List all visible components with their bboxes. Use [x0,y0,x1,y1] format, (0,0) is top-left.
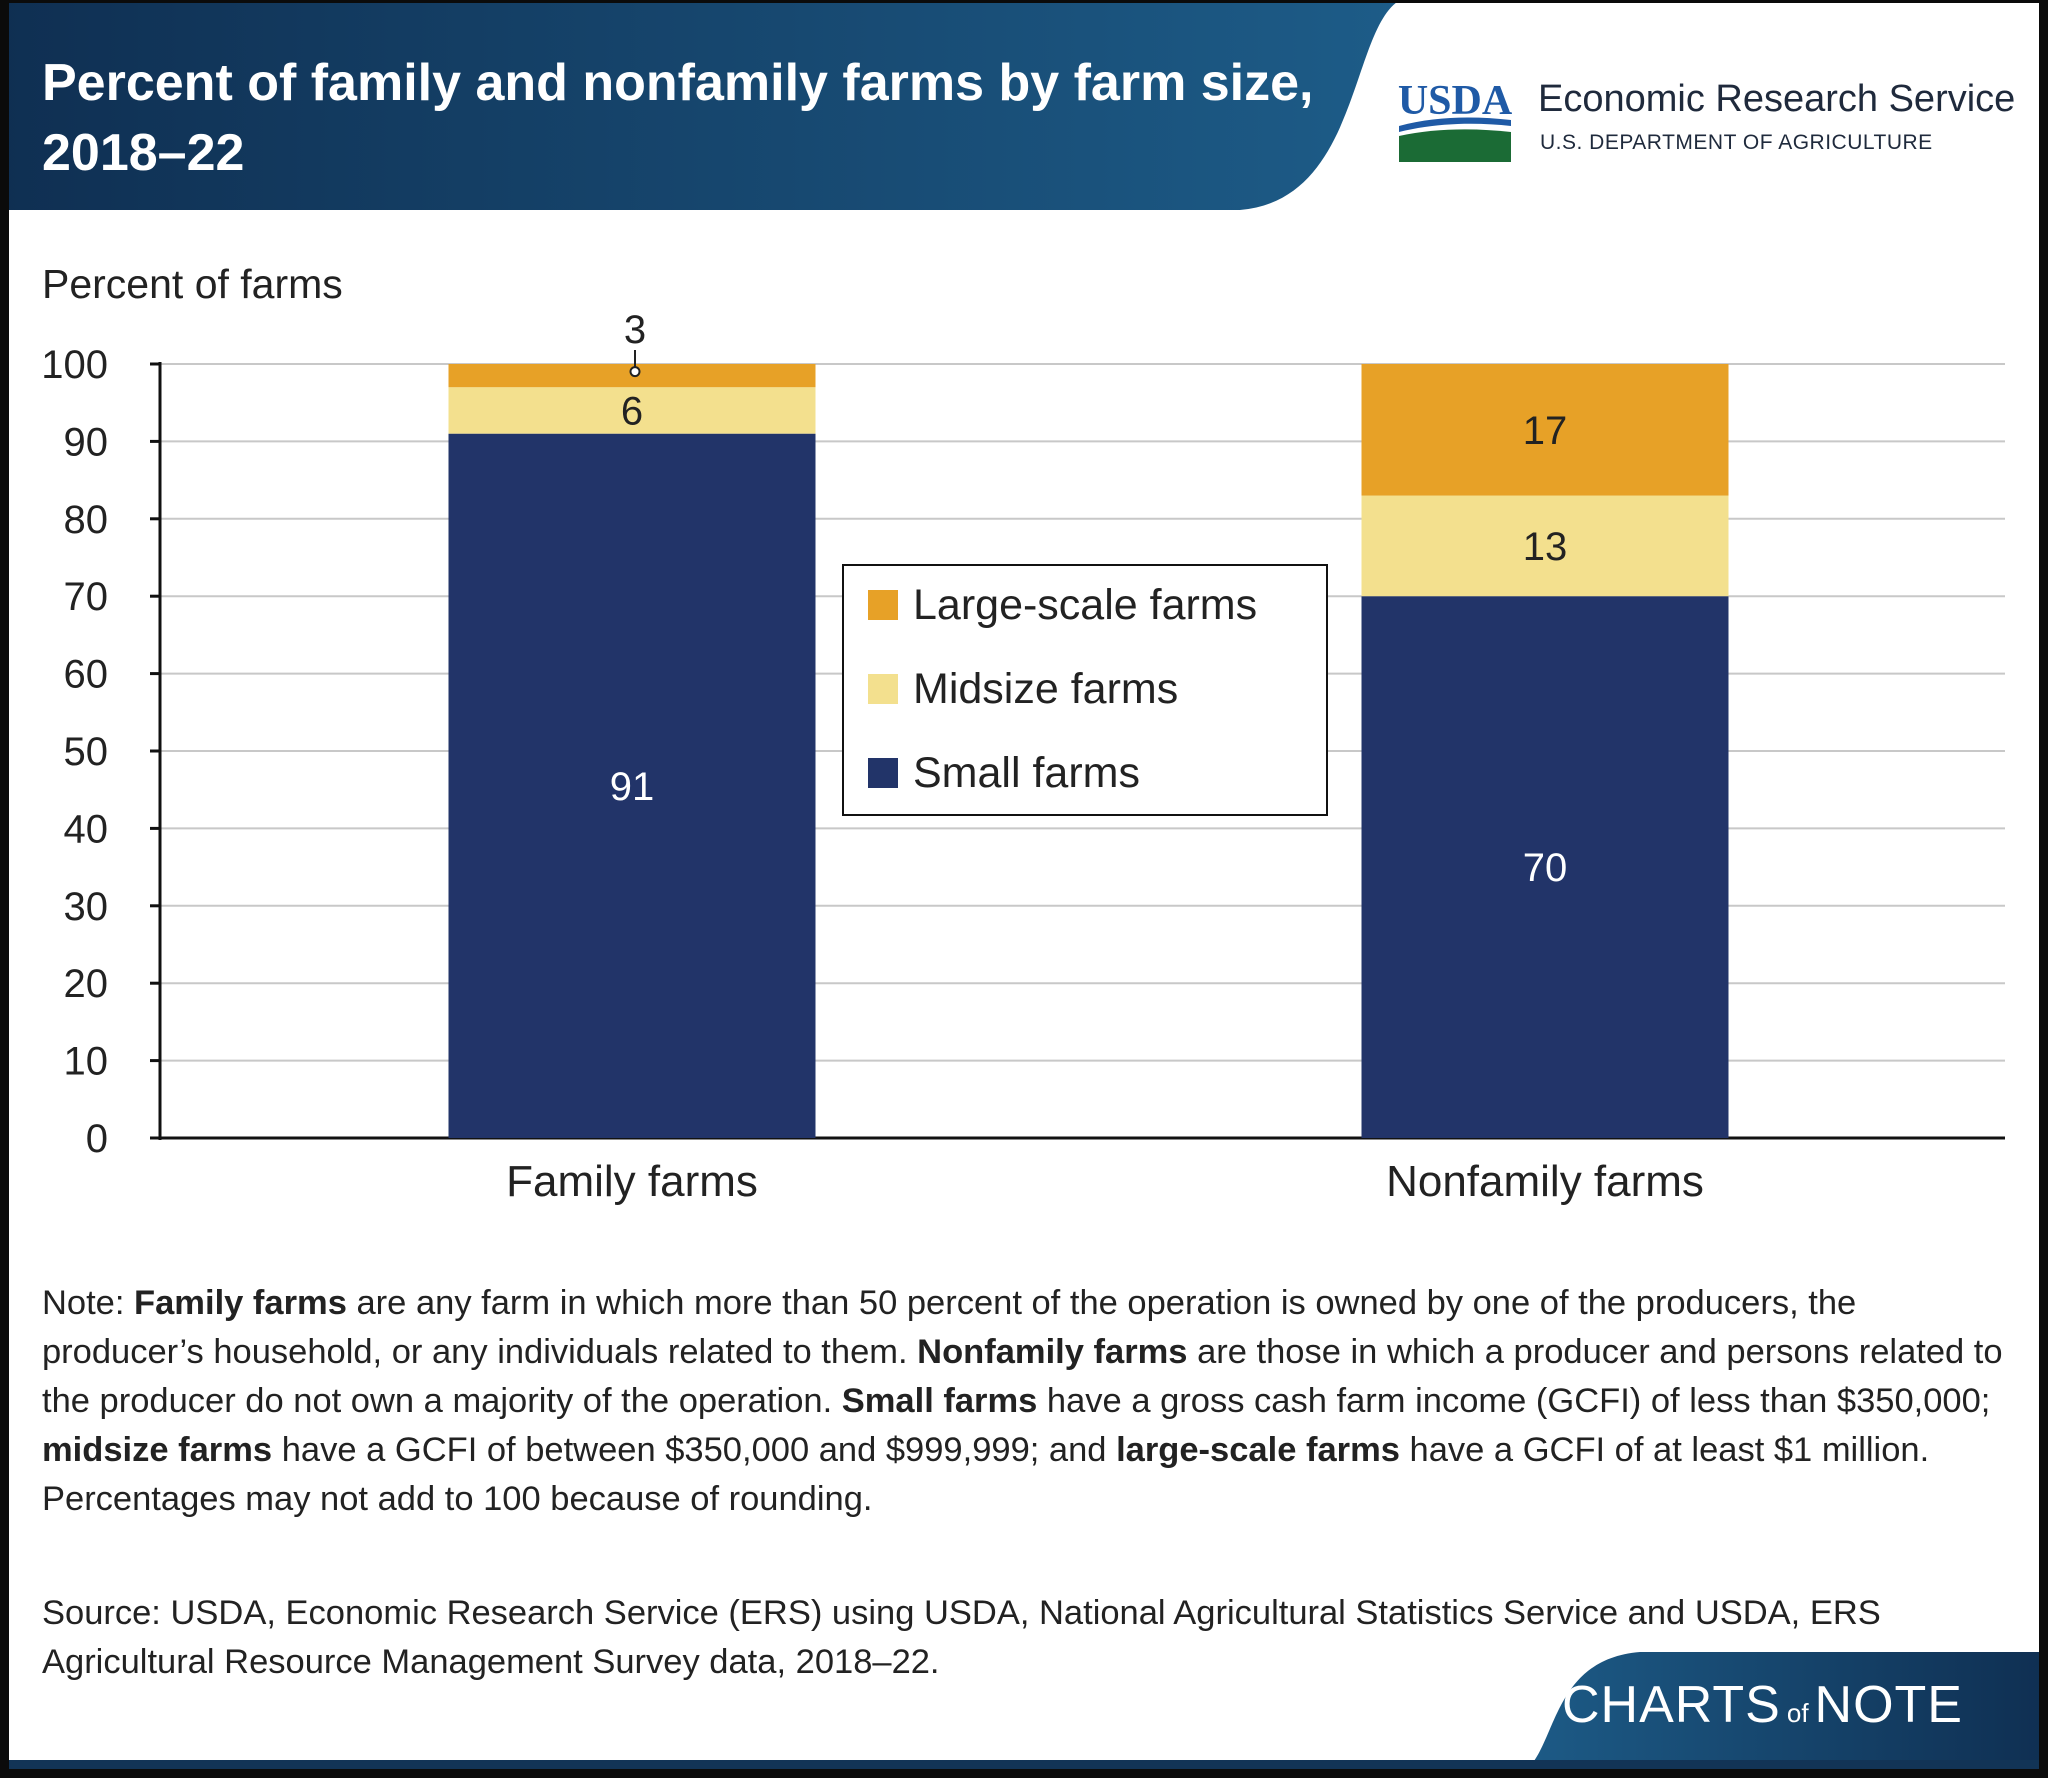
x-axis-ticks: Family farms Nonfamily farms [506,1157,1704,1206]
legend-swatch [868,674,898,704]
data-label: 13 [1523,525,1568,569]
chart-title: Percent of family and nonfamily farms by… [42,54,1314,182]
note-family-def: are any farm in which more than 50 perce… [42,1284,1857,1371]
x-tick-label: Family farms [506,1157,758,1206]
note-family-term: Family farms [134,1284,347,1322]
bar-segment [1361,495,1729,597]
y-tick-label: 10 [64,1040,109,1084]
y-tick-label: 60 [64,653,109,697]
legend-swatch [868,590,898,620]
note-prefix: Note: [42,1284,135,1322]
y-tick-label: 40 [64,807,109,851]
data-labels: 91 6 3 70 13 17 [610,308,1568,890]
note-large-def: have a GCFI of at least $1 million. Perc… [42,1431,1930,1518]
department-name: U.S. DEPARTMENT OF AGRICULTURE [1540,131,1933,154]
legend-swatch [868,758,898,788]
legend: Large-scale farms Midsize farms Small farm… [842,564,1328,816]
y-tick-label: 80 [64,498,109,542]
note-midsize-term: midsize farms [42,1431,273,1469]
usda-logo-text: USDA [1398,78,1513,124]
header-band [0,0,1400,210]
note-nonfamily-term: Nonfamily farms [917,1333,1188,1371]
x-tick-label: Nonfamily farms [1386,1157,1704,1206]
charts-of-note-logo: CHARTS of NOTE [1562,1675,1963,1735]
stacked-bar-chart: Percent of farms 0102030405060708090100 … [41,261,2005,1206]
data-label: 17 [1523,409,1568,453]
legend-label: Large-scale farms [913,581,1257,629]
brand-note: NOTE [1814,1676,1963,1734]
legend-label: Midsize farms [913,665,1178,713]
agency-name: Economic Research Service [1538,78,2016,120]
callout-dot [629,366,641,378]
note-small-term: Small farms [841,1382,1038,1420]
bar-segment [1361,364,1729,496]
brand-charts: CHARTS [1562,1676,1781,1734]
legend-box [842,564,1328,816]
data-label: 70 [1523,846,1568,890]
y-tick-label: 50 [64,730,109,774]
note-midsize-def: have a GCFI of between $350,000 and $999… [272,1431,1117,1469]
source-text: Source: USDA, Economic Research Service … [42,1594,1881,1681]
brand-of: of [1786,1698,1809,1728]
bar-segment [448,387,816,434]
data-label: 6 [621,389,643,433]
note-nonfamily-def: are those in which a producer and person… [42,1333,2003,1420]
y-tick-label: 30 [64,885,109,929]
y-tick-label: 0 [86,1117,108,1161]
y-tick-label: 20 [64,962,109,1006]
y-tick-label: 100 [41,343,108,387]
y-tick-label: 70 [64,575,109,619]
bar-segment [1361,596,1729,1138]
note-large-term: large-scale farms [1116,1431,1400,1469]
bars [448,364,1729,1138]
y-axis-label: Percent of farms [42,261,343,307]
y-tick-label: 90 [64,420,109,464]
legend-label: Small farms [913,749,1140,797]
usda-logo: USDA [1398,78,1513,162]
data-label: 3 [624,308,646,352]
note-text: Note: Family farms are any farm in which… [42,1279,2017,1524]
data-label: 91 [610,765,655,809]
note-small-def: have a gross cash farm income (GCFI) of … [1037,1382,1991,1420]
bar-segment [448,433,816,1138]
